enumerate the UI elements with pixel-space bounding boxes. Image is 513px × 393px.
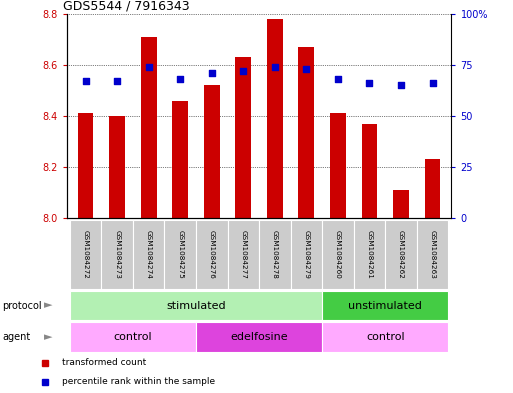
Bar	[70, 291, 322, 320]
Bar	[322, 291, 448, 320]
Bar	[322, 220, 353, 289]
Text: control: control	[366, 332, 405, 342]
Text: GSM1084278: GSM1084278	[272, 230, 278, 279]
Text: protocol: protocol	[3, 301, 42, 310]
Text: GSM1084260: GSM1084260	[335, 230, 341, 279]
Bar	[322, 322, 448, 352]
Bar	[330, 114, 346, 218]
Bar	[353, 220, 385, 289]
Point	[145, 64, 153, 70]
Text: transformed count: transformed count	[62, 358, 146, 367]
Bar	[267, 19, 283, 218]
Bar	[362, 124, 378, 218]
Text: ►: ►	[44, 332, 52, 342]
Bar	[141, 37, 156, 218]
Bar	[196, 220, 228, 289]
Text: stimulated: stimulated	[166, 301, 226, 310]
Text: GSM1084277: GSM1084277	[240, 230, 246, 279]
Bar	[417, 220, 448, 289]
Bar	[204, 85, 220, 218]
Bar	[172, 101, 188, 218]
Text: GSM1084273: GSM1084273	[114, 230, 120, 279]
Point	[208, 70, 216, 76]
Text: GSM1084261: GSM1084261	[366, 230, 372, 279]
Text: edelfosine: edelfosine	[230, 332, 288, 342]
Text: ►: ►	[44, 301, 52, 310]
Bar	[133, 220, 165, 289]
Point	[365, 80, 373, 86]
Bar	[235, 57, 251, 218]
Text: unstimulated: unstimulated	[348, 301, 422, 310]
Text: GSM1084263: GSM1084263	[429, 230, 436, 279]
Text: control: control	[113, 332, 152, 342]
Point	[302, 66, 310, 72]
Text: GSM1084279: GSM1084279	[303, 230, 309, 279]
Point	[428, 80, 437, 86]
Bar	[299, 47, 314, 218]
Text: GSM1084274: GSM1084274	[146, 230, 152, 279]
Bar	[290, 220, 322, 289]
Text: GSM1084275: GSM1084275	[177, 230, 183, 279]
Point	[113, 78, 121, 84]
Bar	[228, 220, 259, 289]
Bar	[196, 322, 322, 352]
Bar	[425, 159, 440, 218]
Bar	[70, 322, 196, 352]
Point	[239, 68, 247, 74]
Bar	[78, 114, 93, 218]
Bar	[385, 220, 417, 289]
Bar	[393, 190, 409, 218]
Bar	[109, 116, 125, 218]
Text: percentile rank within the sample: percentile rank within the sample	[62, 378, 214, 386]
Bar	[102, 220, 133, 289]
Point	[397, 82, 405, 88]
Text: GDS5544 / 7916343: GDS5544 / 7916343	[63, 0, 189, 13]
Point	[271, 64, 279, 70]
Text: GSM1084272: GSM1084272	[83, 230, 89, 279]
Bar	[165, 220, 196, 289]
Text: GSM1084276: GSM1084276	[209, 230, 215, 279]
Text: agent: agent	[3, 332, 31, 342]
Point	[176, 76, 184, 82]
Bar	[259, 220, 290, 289]
Point	[82, 78, 90, 84]
Point	[334, 76, 342, 82]
Text: GSM1084262: GSM1084262	[398, 230, 404, 279]
Bar	[70, 220, 102, 289]
